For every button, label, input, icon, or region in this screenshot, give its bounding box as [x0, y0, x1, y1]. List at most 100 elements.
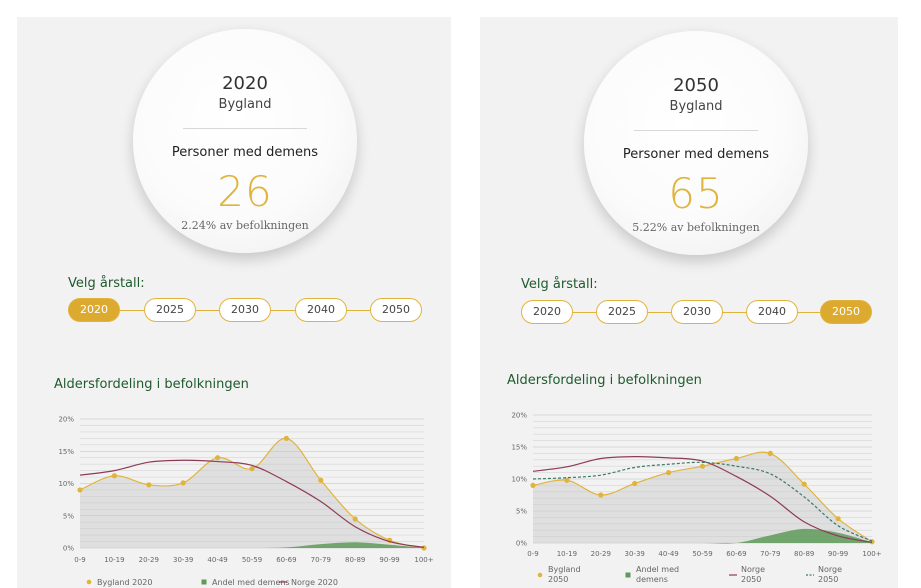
legend-label: Norge 2020: [291, 578, 338, 587]
legend-label: Norge 2050: [818, 565, 842, 584]
data-point: [632, 480, 638, 487]
x-tick-label: 90-99: [828, 550, 848, 558]
data-point: [318, 477, 324, 483]
x-tick-label: 0-9: [527, 550, 538, 558]
x-tick-label: 70-79: [760, 550, 780, 558]
x-tick-label: 10-19: [557, 550, 577, 558]
legend-label-line: 2050: [741, 575, 761, 584]
x-tick-label: 50-59: [242, 556, 262, 564]
age-distribution-chart: 20% 15% 10% 5% 0%0-9 10-19 20-29 30-39 40-49 50-5…: [58, 416, 433, 588]
year-button-2020[interactable]: 2020: [68, 298, 120, 322]
legend-label-line: Norge: [741, 565, 765, 574]
y-tick-label: 5%: [63, 512, 74, 520]
x-tick-label: 80-89: [794, 550, 814, 558]
data-point: [111, 473, 117, 479]
panel-2050: 2050 Bygland Personer med demens 65 5.22…: [480, 17, 898, 588]
summary-label: Personer med demens: [622, 147, 770, 162]
data-point: [283, 435, 289, 441]
year-button-2040[interactable]: 2040: [295, 298, 347, 322]
data-point: [352, 516, 358, 522]
y-tick-label: 10%: [58, 480, 74, 488]
year-button-2030[interactable]: 2030: [671, 300, 723, 324]
year-button-2025[interactable]: 2025: [144, 298, 196, 322]
year-select-label: Velg årstall:: [521, 277, 598, 292]
summary-place: Bygland: [669, 99, 723, 114]
data-point: [530, 482, 536, 488]
legend-label-line: 2050: [818, 575, 838, 584]
y-tick-label: 0%: [516, 540, 527, 548]
year-button-2050[interactable]: 2050: [820, 300, 872, 324]
legend-marker: [537, 572, 543, 578]
x-tick-label: 100+: [862, 550, 881, 558]
series-area-dementia: [80, 542, 424, 549]
data-point: [835, 516, 841, 522]
year-button-2025[interactable]: 2025: [596, 300, 648, 324]
series-area-dementia: [533, 528, 872, 544]
x-tick-label: 90-99: [379, 556, 399, 564]
x-tick-label: 60-69: [726, 550, 746, 558]
x-tick-label: 20-29: [591, 550, 611, 558]
data-point: [180, 480, 186, 486]
legend-label: Bygland 2020: [97, 578, 152, 587]
summary-divider: [634, 130, 758, 131]
summary-value: 26: [217, 167, 273, 216]
y-tick-label: 5%: [516, 508, 527, 516]
data-point: [564, 477, 570, 483]
x-tick-label: 40-49: [658, 550, 678, 558]
x-tick-label: 80-89: [345, 556, 365, 564]
legend-marker: [86, 579, 92, 585]
x-tick-label: 50-59: [692, 550, 712, 558]
legend-marker: [201, 579, 207, 585]
x-tick-label: 20-29: [139, 556, 159, 564]
legend-label-line: 2050: [548, 575, 568, 584]
summary-label: Personer med demens: [171, 145, 319, 160]
data-point: [77, 487, 83, 493]
chart-title: Aldersfordeling i befolkningen: [507, 373, 702, 388]
legend-label: Norge 2050: [741, 565, 765, 584]
data-point: [249, 466, 255, 472]
year-select-label: Velg årstall:: [68, 276, 145, 291]
x-tick-label: 70-79: [311, 556, 331, 564]
data-point: [146, 482, 152, 488]
data-point: [215, 455, 221, 461]
x-tick-label: 100+: [414, 556, 433, 564]
summary-year: 2020: [222, 73, 268, 94]
legend-label: Bygland 2050: [548, 565, 581, 584]
year-button-2020[interactable]: 2020: [521, 300, 573, 324]
year-selector: 2020 2025 2030 2040 2050: [68, 298, 422, 322]
chart-title: Aldersfordeling i befolkningen: [54, 377, 249, 392]
x-tick-label: 10-19: [104, 556, 124, 564]
summary-divider: [183, 128, 307, 129]
legend-label: Andel med demens: [636, 565, 679, 584]
summary-percent: 2.24% av befolkningen: [181, 219, 309, 232]
series-area-fill: [80, 438, 424, 548]
x-tick-label: 0-9: [74, 556, 85, 564]
summary-value: 65: [668, 169, 724, 218]
y-tick-label: 15%: [511, 444, 527, 452]
series-line-norge-2050: [532, 461, 873, 542]
y-tick-label: 10%: [511, 476, 527, 484]
y-tick-label: 20%: [511, 412, 527, 420]
series-line-norge: [79, 459, 425, 548]
summary-circle: 2050 Bygland Personer med demens 65 5.22…: [584, 31, 808, 255]
summary-percent: 5.22% av befolkningen: [632, 221, 760, 234]
y-tick-label: 20%: [58, 416, 74, 424]
x-tick-label: 60-69: [276, 556, 296, 564]
x-tick-label: 30-39: [625, 550, 645, 558]
summary-circle: 2020 Bygland Personer med demens 26 2.24…: [133, 29, 357, 253]
year-button-2030[interactable]: 2030: [219, 298, 271, 322]
panel-2020: 2020 Bygland Personer med demens 26 2.24…: [17, 17, 451, 588]
legend-label: Andel med demens: [212, 578, 290, 587]
data-point: [666, 470, 672, 476]
y-tick-label: 15%: [58, 448, 74, 456]
series-line-norge: [532, 455, 873, 543]
summary-year: 2050: [673, 75, 719, 96]
year-button-2040[interactable]: 2040: [746, 300, 798, 324]
data-point: [598, 492, 604, 498]
data-point: [699, 463, 706, 469]
summary-place: Bygland: [218, 97, 272, 112]
age-distribution-chart: 20% 15% 10% 5% 0%0-9 10-19 20-29 30-39 40-49 50-5…: [511, 412, 881, 585]
legend-label-line: Bygland: [548, 565, 581, 574]
data-point: [801, 481, 807, 487]
year-button-2050[interactable]: 2050: [370, 298, 422, 322]
